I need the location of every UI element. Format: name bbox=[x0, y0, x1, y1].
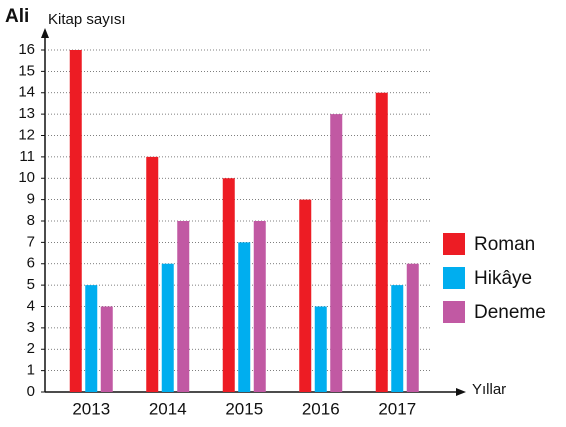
y-tick-label: 4 bbox=[27, 297, 35, 314]
y-tick-label: 16 bbox=[18, 41, 35, 58]
bar bbox=[375, 92, 388, 392]
bar bbox=[314, 306, 327, 392]
bar bbox=[177, 221, 190, 392]
y-tick-label: 1 bbox=[27, 362, 35, 379]
x-tick-label: 2014 bbox=[149, 399, 187, 418]
y-tick-label: 5 bbox=[27, 276, 35, 293]
x-tick-label: 2015 bbox=[225, 399, 263, 418]
bar bbox=[330, 114, 343, 392]
y-tick-label: 11 bbox=[19, 148, 35, 165]
y-tick-label: 6 bbox=[27, 255, 35, 272]
legend-swatch bbox=[443, 233, 465, 255]
y-tick-label: 12 bbox=[18, 126, 35, 143]
bar bbox=[238, 242, 251, 392]
bar bbox=[253, 221, 266, 392]
y-axis-arrow bbox=[41, 28, 49, 38]
x-tick-label: 2013 bbox=[72, 399, 110, 418]
x-axis-arrow bbox=[456, 388, 466, 396]
bar bbox=[406, 263, 419, 392]
bar bbox=[85, 285, 98, 392]
y-tick-label: 2 bbox=[27, 340, 35, 357]
y-tick-label: 14 bbox=[18, 84, 35, 101]
y-tick-label: 9 bbox=[27, 191, 35, 208]
bar bbox=[69, 50, 82, 392]
legend-swatch bbox=[443, 301, 465, 323]
chart-title: Ali bbox=[5, 6, 29, 27]
x-tick-label: 2016 bbox=[302, 399, 340, 418]
legend-label: Hikâye bbox=[474, 268, 532, 289]
legend-swatch bbox=[443, 267, 465, 289]
x-tick-label: 2017 bbox=[378, 399, 416, 418]
y-tick-label: 7 bbox=[27, 233, 35, 250]
y-axis-label: Kitap sayısı bbox=[48, 11, 126, 28]
y-tick-label: 8 bbox=[27, 212, 35, 229]
x-axis-label: Yıllar bbox=[472, 381, 506, 398]
bar bbox=[299, 199, 312, 392]
bar bbox=[161, 263, 174, 392]
y-tick-label: 15 bbox=[18, 62, 35, 79]
bar bbox=[100, 306, 113, 392]
bar bbox=[222, 178, 235, 392]
y-tick-label: 0 bbox=[27, 383, 35, 400]
legend-label: Roman bbox=[474, 234, 535, 255]
bar bbox=[391, 285, 404, 392]
y-tick-label: 3 bbox=[27, 319, 35, 336]
y-tick-label: 13 bbox=[18, 105, 35, 122]
bar bbox=[146, 156, 159, 392]
y-tick-label: 10 bbox=[18, 169, 35, 186]
legend-label: Deneme bbox=[474, 302, 546, 323]
